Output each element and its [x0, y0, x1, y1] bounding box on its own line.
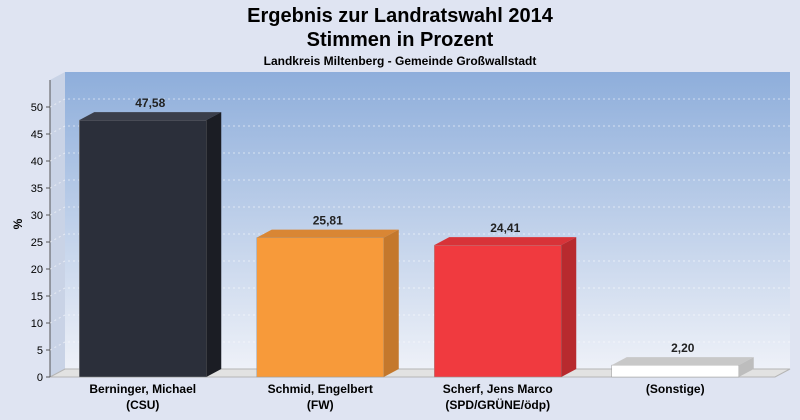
x-tick-label: (Sonstige): [646, 382, 705, 396]
chart-subtitle: Stimmen in Prozent: [306, 29, 494, 51]
gridline: [49, 98, 790, 108]
y-tick-label: 30: [31, 210, 43, 222]
x-tick-label: Berninger, Michael: [89, 382, 196, 396]
y-tick-label: 15: [31, 291, 43, 303]
bar-top: [256, 229, 399, 238]
bar-group: 25,81: [256, 214, 399, 378]
gridline: [49, 179, 790, 189]
bar: [611, 364, 739, 378]
bar: [79, 119, 207, 378]
x-tick-label: (CSU): [126, 398, 159, 412]
chart-title: Ergebnis zur Landratswahl 2014: [247, 5, 553, 27]
x-axis: Berninger, Michael (CSU) Schmid, Engelbert…: [89, 382, 704, 412]
y-axis: 0 5 10 15 20 25 30 35 40 45 50: [31, 102, 50, 384]
y-tick-label: 45: [31, 129, 43, 141]
bar: [256, 237, 384, 378]
bar: [434, 244, 562, 378]
data-label: 47,58: [135, 96, 165, 110]
x-tick-label: Scherf, Jens Marco: [443, 382, 553, 396]
y-axis-label: %: [11, 218, 25, 229]
chart-caption: Landkreis Miltenberg - Gemeinde Großwall…: [263, 54, 537, 68]
x-tick-label: (SPD/GRÜNE/ödp): [445, 397, 550, 412]
y-tick-label: 0: [37, 372, 43, 384]
x-tick-label: (FW): [307, 398, 334, 412]
data-label: 25,81: [313, 214, 343, 228]
bars: 47,58 25,81 24,41 2,20: [79, 96, 754, 378]
gridline: [49, 152, 790, 162]
bar-group: 47,58: [79, 96, 222, 378]
x-tick-label: Schmid, Engelbert: [268, 382, 373, 396]
bar-group: 24,41: [434, 221, 577, 378]
data-label: 2,20: [671, 341, 695, 355]
bar-top: [79, 112, 222, 121]
data-label: 24,41: [490, 221, 520, 235]
bar-side: [738, 357, 754, 377]
bar-top: [611, 357, 754, 366]
plot-side-wall: [50, 72, 65, 377]
bar-side: [561, 237, 577, 377]
bar-group: 2,20: [611, 341, 754, 378]
bar-top: [434, 237, 577, 246]
bar-side: [383, 229, 399, 377]
bar-side: [206, 112, 222, 378]
y-tick-label: 10: [31, 318, 43, 330]
y-tick-label: 35: [31, 183, 43, 195]
plot-area: [49, 72, 791, 378]
gridlines: [49, 98, 790, 351]
y-tick-label: 20: [31, 264, 43, 276]
y-tick-label: 50: [31, 102, 43, 114]
y-tick-label: 5: [37, 345, 43, 357]
y-tick-label: 25: [31, 237, 43, 249]
y-tick-label: 40: [31, 156, 43, 168]
gridline: [49, 125, 790, 135]
gridline: [49, 233, 790, 243]
gridline: [49, 206, 790, 216]
